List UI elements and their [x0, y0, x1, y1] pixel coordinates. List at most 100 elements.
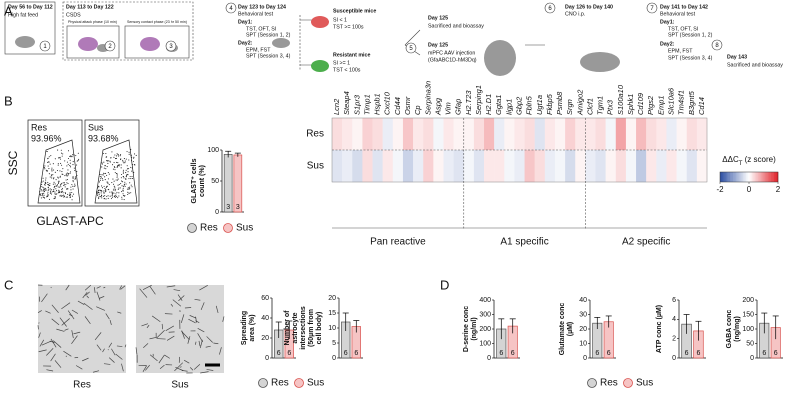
step-circle	[405, 42, 417, 54]
heatmap-cell	[484, 150, 495, 183]
y-tick-label: 15	[328, 310, 336, 317]
heatmap-cell	[514, 150, 525, 183]
step-circle	[165, 40, 177, 52]
flow-dot	[57, 157, 60, 159]
flow-dot	[125, 176, 127, 178]
flow-dot	[61, 182, 63, 185]
flow-dot	[60, 162, 62, 164]
timeline-text: (GfaABC1D-hM3Dq)	[428, 57, 477, 63]
heatmap-cell	[332, 150, 343, 183]
flow-dot	[66, 172, 68, 174]
astrocyte-process	[194, 298, 201, 301]
flow-dot	[130, 166, 132, 168]
timeline-text: Day 125	[428, 15, 448, 21]
timeline-text: Day1:	[660, 19, 675, 25]
flow-dot	[124, 160, 126, 162]
flow-dot	[118, 165, 120, 167]
legend-label: Sus	[636, 378, 653, 389]
flow-dot	[96, 193, 98, 195]
gene-label: Cd44	[393, 97, 402, 115]
flow-dot	[69, 159, 71, 161]
flow-dot	[51, 170, 53, 172]
flow-dot	[72, 185, 74, 187]
heatmap-cell	[646, 118, 657, 151]
flow-dot	[102, 195, 104, 197]
flow-dot	[116, 195, 118, 197]
flow-dot	[62, 190, 64, 192]
timeline-text: EPM, FST	[246, 47, 271, 53]
astrocyte-process	[193, 364, 201, 370]
astrocyte-process	[199, 339, 203, 349]
flow-dot	[111, 151, 113, 153]
flow-dot	[43, 194, 45, 196]
y-axis-label: Number of	[284, 310, 291, 346]
timeline-text: TST, OFT, SI	[246, 26, 276, 32]
flow-dot	[44, 184, 46, 186]
flow-dot	[45, 182, 47, 184]
flow-dot	[117, 165, 119, 167]
astrocyte-process	[96, 344, 102, 351]
flow-dot	[98, 181, 101, 183]
flow-dot	[45, 188, 47, 190]
astrocyte-process	[108, 342, 113, 348]
heatmap-cell	[423, 150, 434, 183]
flow-dot	[124, 195, 126, 197]
astrocyte-process	[51, 304, 59, 313]
astrocyte-process	[116, 345, 123, 347]
flow-dot	[104, 195, 106, 197]
flow-dot	[50, 174, 52, 176]
n-label: 6	[344, 350, 348, 357]
n-label: 6	[595, 350, 599, 357]
flow-dot	[115, 158, 117, 160]
flow-y-label: SSC	[6, 150, 20, 175]
heatmap-cell	[433, 150, 444, 183]
flow-dot	[100, 177, 102, 180]
astrocyte-process	[63, 350, 72, 357]
legend-label: Res	[600, 378, 618, 389]
astrocyte-process	[173, 289, 181, 292]
flow-dot	[49, 192, 51, 194]
flow-dot	[101, 185, 103, 187]
astrocyte-process	[149, 286, 156, 295]
flow-dot	[112, 178, 114, 180]
y-axis-label: GLAST⁺ cells	[191, 158, 198, 203]
flow-dot	[66, 188, 68, 190]
y-axis-label: (50µm from	[308, 309, 315, 347]
heatmap-cell	[352, 118, 363, 151]
timeline-text: SPT (Session 3, 4)	[668, 55, 713, 61]
flow-dot	[72, 181, 74, 183]
y-axis-label: cell body)	[316, 312, 323, 345]
flow-dot	[55, 193, 57, 195]
flow-dot	[61, 164, 63, 166]
flow-dot	[103, 185, 105, 187]
flow-dot	[65, 179, 67, 181]
heatmap-cell	[676, 150, 687, 183]
astrocyte-process	[99, 296, 105, 299]
y-tick-label: 40	[579, 297, 587, 304]
flow-dot	[101, 197, 103, 199]
astrocyte-process	[149, 354, 158, 362]
flow-dot	[119, 155, 121, 157]
legend-swatch	[258, 378, 268, 388]
timeline-text: Day2:	[660, 41, 675, 47]
colorbar-swatch	[747, 172, 750, 182]
flow-dot	[98, 186, 100, 188]
timeline-text: SI < 1	[333, 17, 347, 23]
flow-dot	[122, 188, 124, 190]
flow-dot	[114, 190, 116, 192]
flow-dot	[127, 191, 129, 193]
mouse-icons	[15, 16, 620, 76]
flow-dot	[113, 192, 115, 194]
colorbar-swatch	[722, 172, 725, 182]
heatmap-cell	[413, 150, 424, 183]
gene-label: Tm4sf1	[677, 90, 686, 115]
astrocyte-process	[181, 370, 188, 372]
astrocyte-process	[139, 288, 148, 298]
flow-dot	[121, 191, 123, 193]
timeline-text: TST < 100s	[333, 67, 361, 73]
heatmap-cell	[554, 150, 566, 183]
flow-dot	[42, 186, 44, 188]
flow-dot	[56, 169, 59, 172]
flow-dot	[127, 193, 129, 196]
colorbar-swatch	[741, 172, 744, 182]
